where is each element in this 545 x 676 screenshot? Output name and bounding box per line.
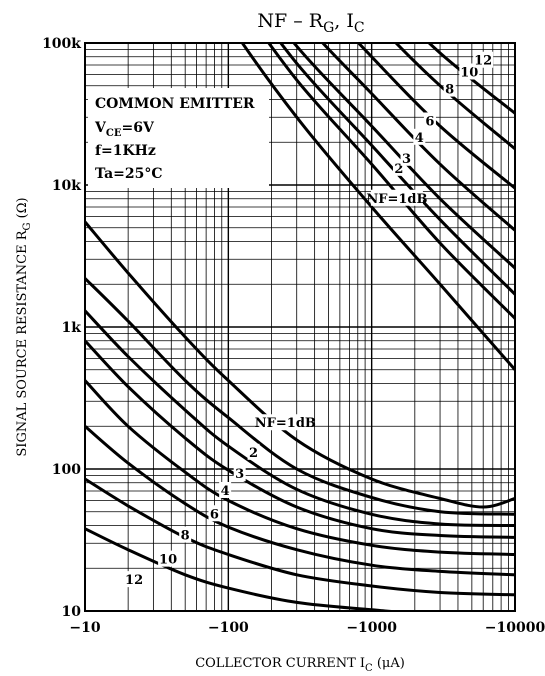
nf-curve-lower — [85, 477, 515, 597]
curve-label: NF=1dB — [255, 416, 316, 431]
curve-label: 6 — [210, 507, 219, 522]
condition-frequency: f=1KHz — [95, 143, 156, 159]
y-tick-label: 1k — [62, 320, 82, 336]
curve-label-bg — [124, 571, 145, 588]
y-tick-label: 10 — [62, 604, 82, 620]
curve-label: 8 — [181, 529, 190, 544]
curve-label: 12 — [474, 54, 492, 69]
curve-label: 8 — [445, 83, 454, 98]
curve-label-bg — [208, 505, 221, 522]
x-tick-label: −10 — [69, 620, 100, 636]
y-tick-label: 100k — [42, 36, 81, 52]
curve-label-bg — [423, 112, 436, 129]
curve-label-bg — [443, 80, 456, 97]
curve-label-bg — [413, 128, 426, 145]
x-tick-label: −100 — [208, 620, 249, 636]
curve-label: 2 — [394, 162, 403, 177]
x-tick-label: −10000 — [485, 620, 545, 636]
y-tick-label: 10k — [52, 178, 81, 194]
curve-label: 4 — [415, 131, 424, 146]
nf-curve-upper — [356, 43, 515, 190]
curve-label: 10 — [460, 65, 478, 80]
curve-label-bg — [179, 526, 192, 543]
chart-title: NF – RG, IC — [257, 10, 364, 36]
curve-label-bg — [219, 481, 232, 498]
nf-curve-upper — [320, 43, 515, 232]
x-tick-label: −1000 — [346, 620, 397, 636]
plot-frame — [84, 42, 516, 612]
curve-label: 6 — [425, 115, 434, 130]
curve-label-bg — [473, 51, 494, 68]
curves — [85, 43, 515, 611]
nf-curve-upper — [393, 43, 515, 150]
x-axis-ticks: −10 −100 −1000 −10000 — [69, 620, 545, 636]
y-axis-ticks: 10 100 1k 10k 100k — [42, 36, 81, 620]
curve-label-bg — [400, 149, 413, 166]
nf-curve-lower — [85, 309, 515, 527]
curve-label-bg — [259, 414, 312, 431]
conditions-box-background — [88, 88, 269, 188]
nf-curve-lower — [85, 220, 515, 509]
curve-label: 12 — [125, 573, 143, 588]
nf-curve-upper — [240, 43, 515, 371]
nf-curve-lower — [85, 425, 515, 577]
nf-curve-upper — [266, 43, 515, 320]
plot-area: COMMON EMITTER VCE=6V f=1KHz Ta=25°C NF=… — [84, 42, 516, 612]
curve-label: 4 — [221, 484, 230, 499]
curve-label: NF=1dB — [366, 192, 427, 207]
curve-label-bg — [247, 443, 260, 460]
conditions-box: COMMON EMITTER VCE=6V f=1KHz Ta=25°C — [88, 88, 269, 188]
y-axis-label: SIGNAL SOURCE RESISTANCE RG (Ω) — [15, 197, 33, 456]
curve-label: 10 — [159, 553, 177, 568]
curve-label: 2 — [249, 446, 258, 461]
condition-vce: VCE=6V — [94, 120, 155, 139]
nf-curve-upper — [292, 43, 515, 270]
curve-label: 3 — [235, 467, 244, 482]
x-axis-label: COLLECTOR CURRENT IC (μA) — [195, 656, 405, 674]
y-tick-label: 100 — [52, 462, 81, 478]
condition-mode: COMMON EMITTER — [95, 96, 255, 112]
curve-label-bg — [370, 189, 423, 206]
curve-label-bg — [233, 465, 246, 482]
nf-curve-lower — [85, 379, 515, 556]
curve-label: 3 — [402, 152, 411, 167]
nf-curve-upper — [426, 43, 515, 115]
nf-curve-lower — [85, 339, 515, 539]
nf-curve-lower — [85, 277, 515, 516]
condition-temperature: Ta=25°C — [95, 166, 163, 182]
curve-label-bg — [158, 550, 179, 567]
nf-curve-upper — [278, 43, 515, 296]
nf-curve-lower — [85, 527, 403, 611]
